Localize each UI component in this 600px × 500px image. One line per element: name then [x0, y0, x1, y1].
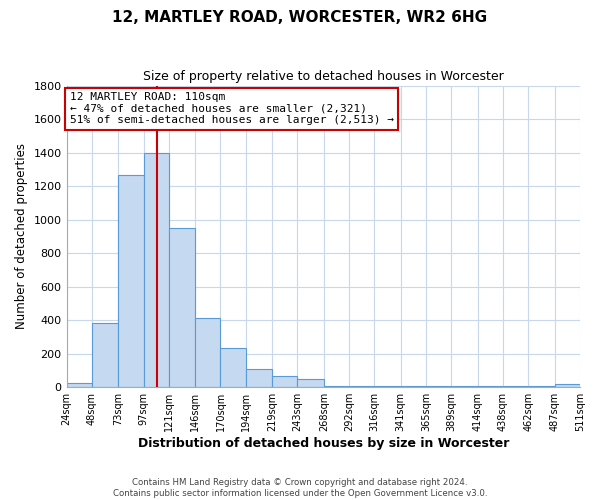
- Bar: [554, 384, 580, 387]
- Bar: [426, 386, 451, 387]
- Bar: [195, 318, 220, 387]
- Text: 12 MARTLEY ROAD: 110sqm
← 47% of detached houses are smaller (2,321)
51% of semi: 12 MARTLEY ROAD: 110sqm ← 47% of detache…: [70, 92, 394, 126]
- Bar: [374, 386, 401, 387]
- Bar: [169, 228, 195, 387]
- Title: Size of property relative to detached houses in Worcester: Size of property relative to detached ho…: [143, 70, 503, 83]
- Bar: [401, 386, 426, 387]
- Bar: [246, 369, 272, 387]
- Bar: [67, 383, 92, 387]
- Bar: [503, 386, 529, 387]
- Bar: [143, 152, 169, 387]
- Y-axis label: Number of detached properties: Number of detached properties: [15, 144, 28, 330]
- Bar: [324, 386, 349, 387]
- Bar: [451, 386, 478, 387]
- Bar: [529, 386, 554, 387]
- Bar: [118, 175, 143, 387]
- Bar: [349, 386, 374, 387]
- Bar: [272, 376, 298, 387]
- Text: Contains HM Land Registry data © Crown copyright and database right 2024.
Contai: Contains HM Land Registry data © Crown c…: [113, 478, 487, 498]
- X-axis label: Distribution of detached houses by size in Worcester: Distribution of detached houses by size …: [137, 437, 509, 450]
- Bar: [220, 348, 246, 387]
- Bar: [298, 379, 324, 387]
- Text: 12, MARTLEY ROAD, WORCESTER, WR2 6HG: 12, MARTLEY ROAD, WORCESTER, WR2 6HG: [112, 10, 488, 25]
- Bar: [92, 322, 118, 387]
- Bar: [478, 386, 503, 387]
